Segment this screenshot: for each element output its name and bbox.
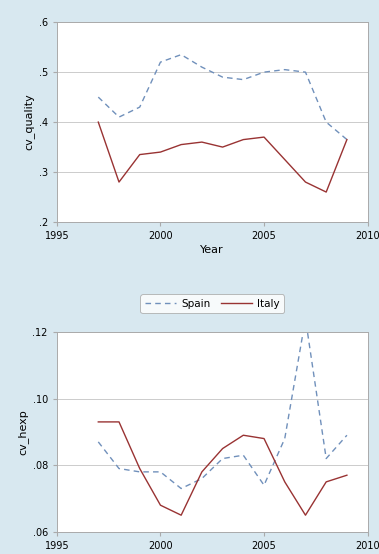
- Y-axis label: cv_quality: cv_quality: [23, 94, 34, 151]
- Legend: Spain, Italy: Spain, Italy: [141, 294, 284, 313]
- Y-axis label: cv_hexp: cv_hexp: [17, 409, 28, 455]
- X-axis label: Year: Year: [200, 245, 224, 255]
